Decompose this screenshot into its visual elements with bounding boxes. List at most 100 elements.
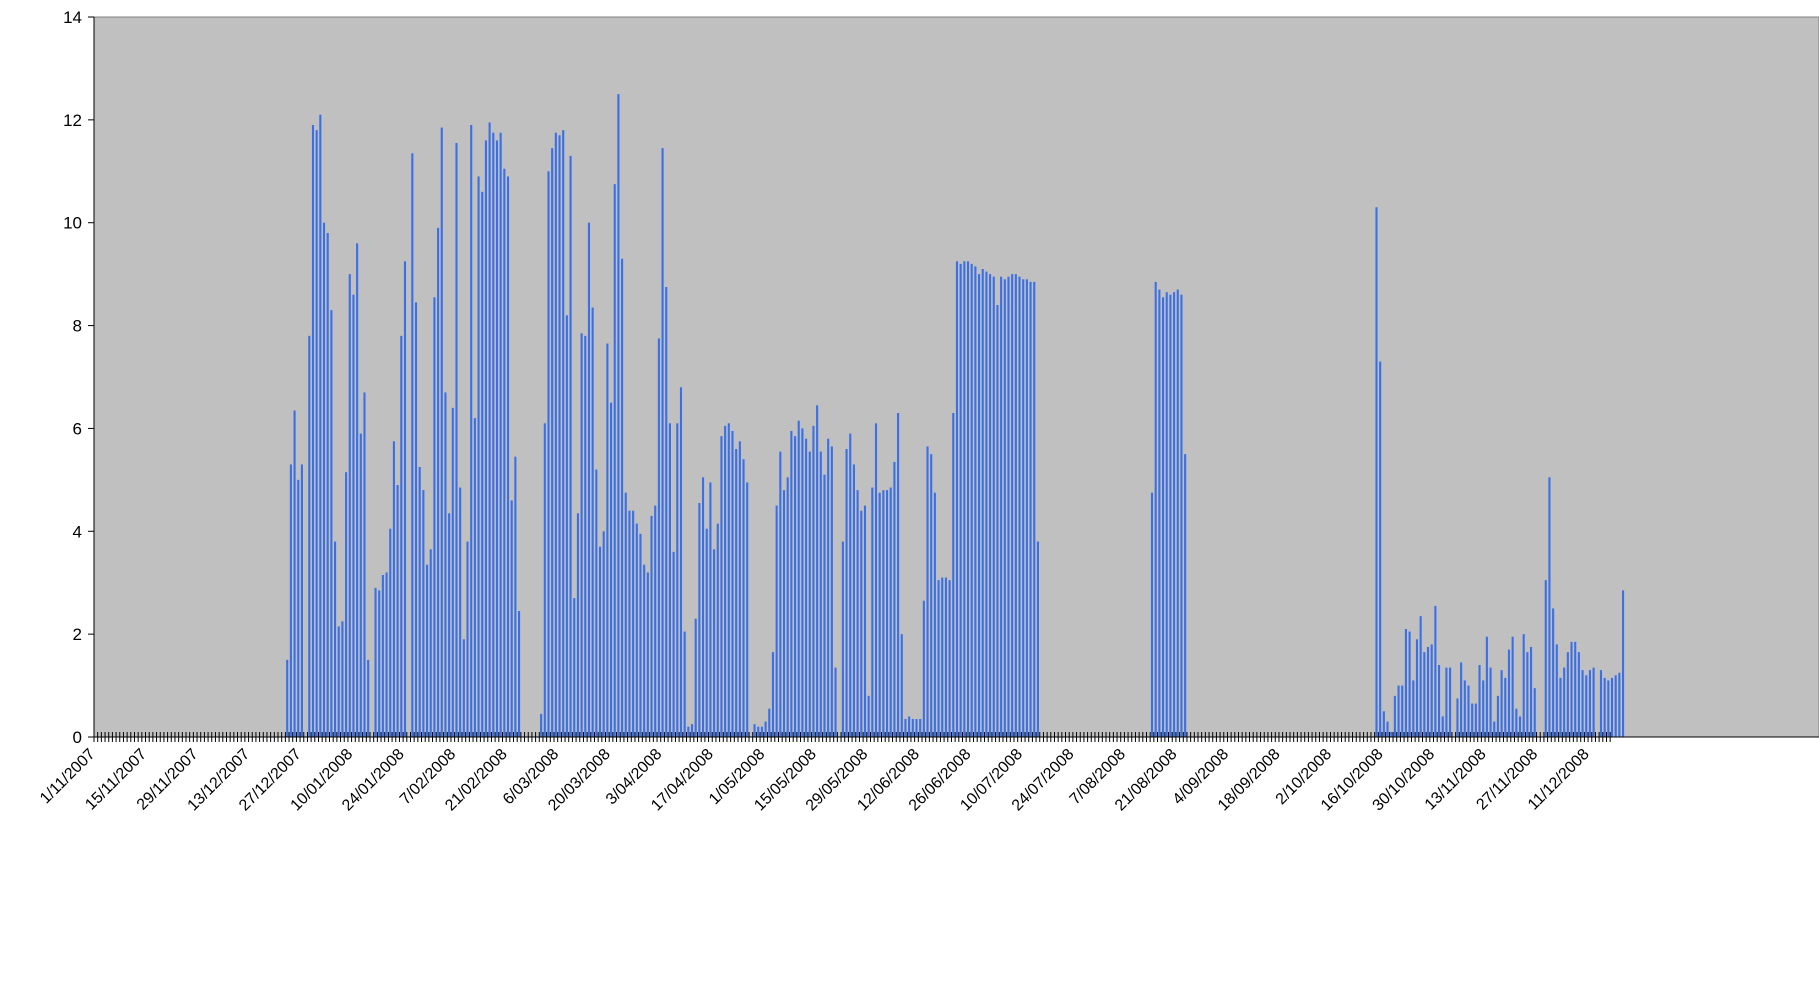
bar: [1485, 636, 1488, 737]
bar: [797, 420, 800, 737]
bar: [992, 276, 995, 737]
bar: [897, 413, 900, 737]
bar: [602, 531, 605, 737]
bar: [1570, 641, 1573, 737]
bar: [668, 423, 671, 737]
bar: [1430, 644, 1433, 737]
bar: [1014, 274, 1017, 737]
bar: [981, 269, 984, 737]
bar: [606, 343, 609, 737]
y-tick-label: 14: [63, 8, 82, 27]
bar: [1592, 667, 1595, 737]
bar: [426, 564, 429, 737]
bar: [849, 433, 852, 737]
bar: [1036, 541, 1039, 737]
bar: [933, 492, 936, 737]
bar: [724, 425, 727, 737]
bar: [1533, 688, 1536, 737]
bar: [506, 176, 510, 737]
bar: [1574, 641, 1577, 737]
bar: [1404, 629, 1407, 737]
bar: [1456, 698, 1459, 737]
bar: [289, 464, 292, 737]
bar: [396, 485, 399, 737]
bar: [1493, 721, 1496, 737]
bar: [499, 132, 502, 737]
bar: [326, 233, 329, 737]
bar: [624, 492, 627, 737]
bar: [786, 477, 789, 737]
bar: [687, 726, 690, 737]
bar: [363, 392, 366, 737]
bar: [374, 587, 377, 737]
bar: [1599, 670, 1603, 737]
bar: [562, 130, 565, 737]
bar: [753, 724, 756, 737]
bar: [1496, 695, 1499, 737]
bar: [1471, 703, 1474, 737]
bar: [970, 263, 973, 737]
bar: [790, 431, 793, 737]
bar: [794, 436, 797, 737]
bar: [768, 708, 771, 737]
bar: [367, 659, 370, 737]
bar: [679, 387, 683, 737]
bar: [1412, 680, 1415, 737]
bar: [1548, 477, 1551, 737]
bar: [735, 449, 738, 737]
bar: [514, 456, 517, 737]
bar: [569, 155, 572, 738]
y-tick-label: 12: [63, 111, 82, 130]
bar: [978, 274, 981, 737]
bar: [764, 721, 767, 737]
bar: [989, 274, 992, 737]
bar: [322, 222, 326, 737]
bar: [757, 726, 760, 737]
bar: [926, 446, 929, 737]
bar: [1507, 649, 1511, 737]
bar: [293, 410, 296, 737]
bar: [1150, 492, 1154, 737]
bar: [893, 461, 896, 737]
bar: [1449, 667, 1452, 737]
bar: [1585, 675, 1588, 737]
bar: [1463, 680, 1466, 737]
bar: [628, 510, 631, 737]
bar: [779, 451, 782, 737]
bar: [948, 580, 951, 737]
y-tick-label: 2: [73, 625, 82, 644]
bar: [1154, 281, 1157, 737]
bar: [1419, 616, 1422, 737]
bar: [1176, 289, 1179, 737]
bar: [709, 482, 712, 737]
bar: [1482, 680, 1485, 737]
bar: [874, 423, 878, 737]
bar: [554, 132, 557, 737]
y-tick-label: 4: [73, 522, 82, 541]
bar: [974, 266, 977, 737]
bar: [1555, 644, 1558, 737]
bar: [315, 130, 318, 737]
bar: [941, 577, 944, 737]
bar: [827, 438, 830, 737]
bar: [1397, 685, 1400, 737]
bar: [908, 716, 911, 737]
bar: [462, 639, 465, 737]
bar: [985, 271, 988, 737]
bar: [1375, 207, 1378, 738]
bar: [952, 413, 955, 737]
bar: [466, 541, 469, 737]
bar: [805, 438, 808, 737]
bar: [1393, 695, 1396, 737]
y-tick-label: 6: [73, 419, 82, 438]
bar: [771, 652, 775, 737]
bar: [422, 490, 425, 737]
bars-layer: [286, 94, 1625, 738]
bar: [834, 667, 837, 737]
bar: [1434, 605, 1437, 737]
bar: [1618, 672, 1621, 737]
bar: [1382, 711, 1385, 737]
bar: [635, 523, 638, 737]
bar: [886, 490, 889, 737]
bar: [510, 500, 513, 737]
